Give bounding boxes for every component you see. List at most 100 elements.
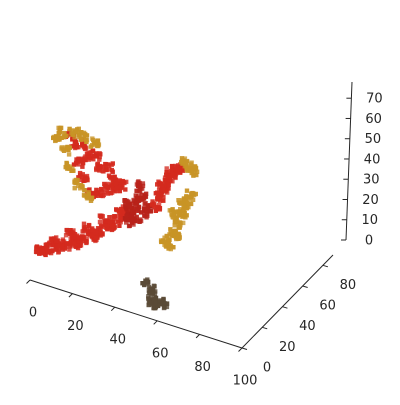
voxel-point-wing_edge <box>74 130 79 135</box>
voxel-point-wing_left <box>82 157 88 163</box>
voxel-point-body <box>139 192 144 198</box>
z-tick-label: 10 <box>361 213 378 228</box>
voxel-point-wing_left <box>112 189 117 194</box>
voxel-point-tail <box>37 251 42 256</box>
voxel-point-neck_head <box>160 184 165 189</box>
voxel-point-tail <box>47 240 52 245</box>
voxel-point-tail <box>89 233 94 238</box>
voxel-point-tail <box>80 229 85 234</box>
voxel-point-body <box>137 189 143 194</box>
voxel-point-wing_edge <box>66 152 72 157</box>
voxel-point-wing_right <box>172 220 178 225</box>
voxel-point-wing_right <box>178 207 183 212</box>
voxel-point-wing_left <box>110 185 116 190</box>
voxel-point-neck_head <box>158 187 164 193</box>
voxel-point-tail <box>117 223 122 228</box>
voxel-point-tail <box>113 219 118 225</box>
voxel-point-wing_right <box>166 236 172 241</box>
voxel-point-body <box>126 223 132 229</box>
voxel-point-wing_left <box>106 163 111 168</box>
z-tick-label: 60 <box>365 112 382 127</box>
z-tick-label: 50 <box>365 132 382 147</box>
voxel-point-tail <box>64 227 69 233</box>
voxel-point-wing_edge <box>81 137 86 142</box>
y-axis-line <box>241 254 334 349</box>
voxel-point-base <box>147 290 152 295</box>
voxel-point-body <box>140 183 146 189</box>
voxel-point-wing_right <box>193 191 198 197</box>
voxel-point-body <box>138 184 143 189</box>
y-tick-label: 60 <box>319 299 336 314</box>
voxel-point-wing_edge <box>59 145 64 150</box>
voxel-point-wing_left <box>82 146 88 152</box>
voxel-point-tail <box>60 239 65 244</box>
voxel-point-tail <box>49 236 55 242</box>
voxel-point-tail <box>78 243 84 248</box>
x-tick-label: 60 <box>152 346 169 361</box>
voxel-point-wing_right <box>166 246 171 251</box>
voxel-point-tail <box>120 204 126 209</box>
axis-tick-mark <box>322 264 329 268</box>
voxel-point-wing_left <box>117 188 122 194</box>
voxel-point-body <box>136 208 141 213</box>
z-tick-label: 30 <box>363 173 380 188</box>
voxel-point-base <box>159 299 164 305</box>
voxel-point-base <box>161 296 166 302</box>
voxel-point-wing_right <box>176 198 181 203</box>
voxel-point-neck_head <box>158 193 164 198</box>
voxel-point-wing_left <box>99 186 104 192</box>
voxel-point-wing_left <box>73 140 79 146</box>
voxel-point-wing_edge <box>57 125 63 131</box>
voxel-point-beak <box>194 172 199 178</box>
voxel-point-tail <box>97 213 102 218</box>
voxel-point-body <box>124 220 129 225</box>
voxel-point-wing_right <box>184 200 190 206</box>
voxel-point-tail <box>98 227 103 233</box>
voxel-point-wing_edge <box>76 133 82 138</box>
voxel-point-tail <box>70 230 75 235</box>
axis-tick-mark <box>68 293 73 298</box>
voxel-point-wing_left <box>80 140 86 146</box>
voxel-point-wing_left <box>106 185 111 191</box>
voxel-point-tail <box>93 235 99 240</box>
voxel-point-base <box>148 286 153 291</box>
voxel-point-wing_right <box>184 188 190 193</box>
voxel-point-tail <box>83 225 88 230</box>
voxel-point-wing_right <box>181 202 186 207</box>
y-tick-label: 80 <box>340 278 357 293</box>
voxel-point-tail <box>68 240 74 245</box>
voxel-point-body <box>143 194 149 199</box>
voxel-point-base <box>153 301 158 306</box>
voxel-point-wing_left <box>100 168 105 174</box>
voxel-point-body <box>133 193 138 198</box>
z-tick-label: 70 <box>366 92 383 107</box>
voxel-point-neck_head <box>169 163 175 169</box>
voxel-point-wing_left <box>72 145 78 151</box>
voxel-point-wing_left <box>80 160 86 166</box>
voxel-point-tail <box>100 231 105 236</box>
voxel-point-body <box>123 202 128 207</box>
z-tick-label: 20 <box>362 193 379 208</box>
voxel-point-tail <box>77 235 82 240</box>
voxel-point-wing_left <box>98 193 103 198</box>
voxel-point-wing_right <box>172 223 177 228</box>
voxel-point-body <box>140 181 146 186</box>
voxel-point-wing_left <box>76 156 81 161</box>
voxel-point-neck_head <box>170 179 175 184</box>
voxel-point-tail <box>88 227 93 232</box>
voxel-point-beak <box>184 165 189 170</box>
voxel-point-neck_head <box>155 182 160 187</box>
voxel-point-body <box>134 201 139 206</box>
axis-tick-mark <box>238 347 243 352</box>
voxel-point-wing_right <box>178 223 183 228</box>
voxel-point-tail <box>86 231 92 236</box>
voxel-point-body <box>148 209 153 214</box>
voxel-point-wing_edge <box>90 143 95 148</box>
voxel-point-wing_left <box>120 182 125 188</box>
voxel-point-base <box>162 301 167 306</box>
voxel-point-tail <box>71 241 77 246</box>
voxel-point-wing_left <box>104 188 110 193</box>
voxel-point-wing_left <box>110 169 115 175</box>
voxel-point-body <box>132 206 137 212</box>
voxel-point-wing_edge <box>74 180 79 185</box>
